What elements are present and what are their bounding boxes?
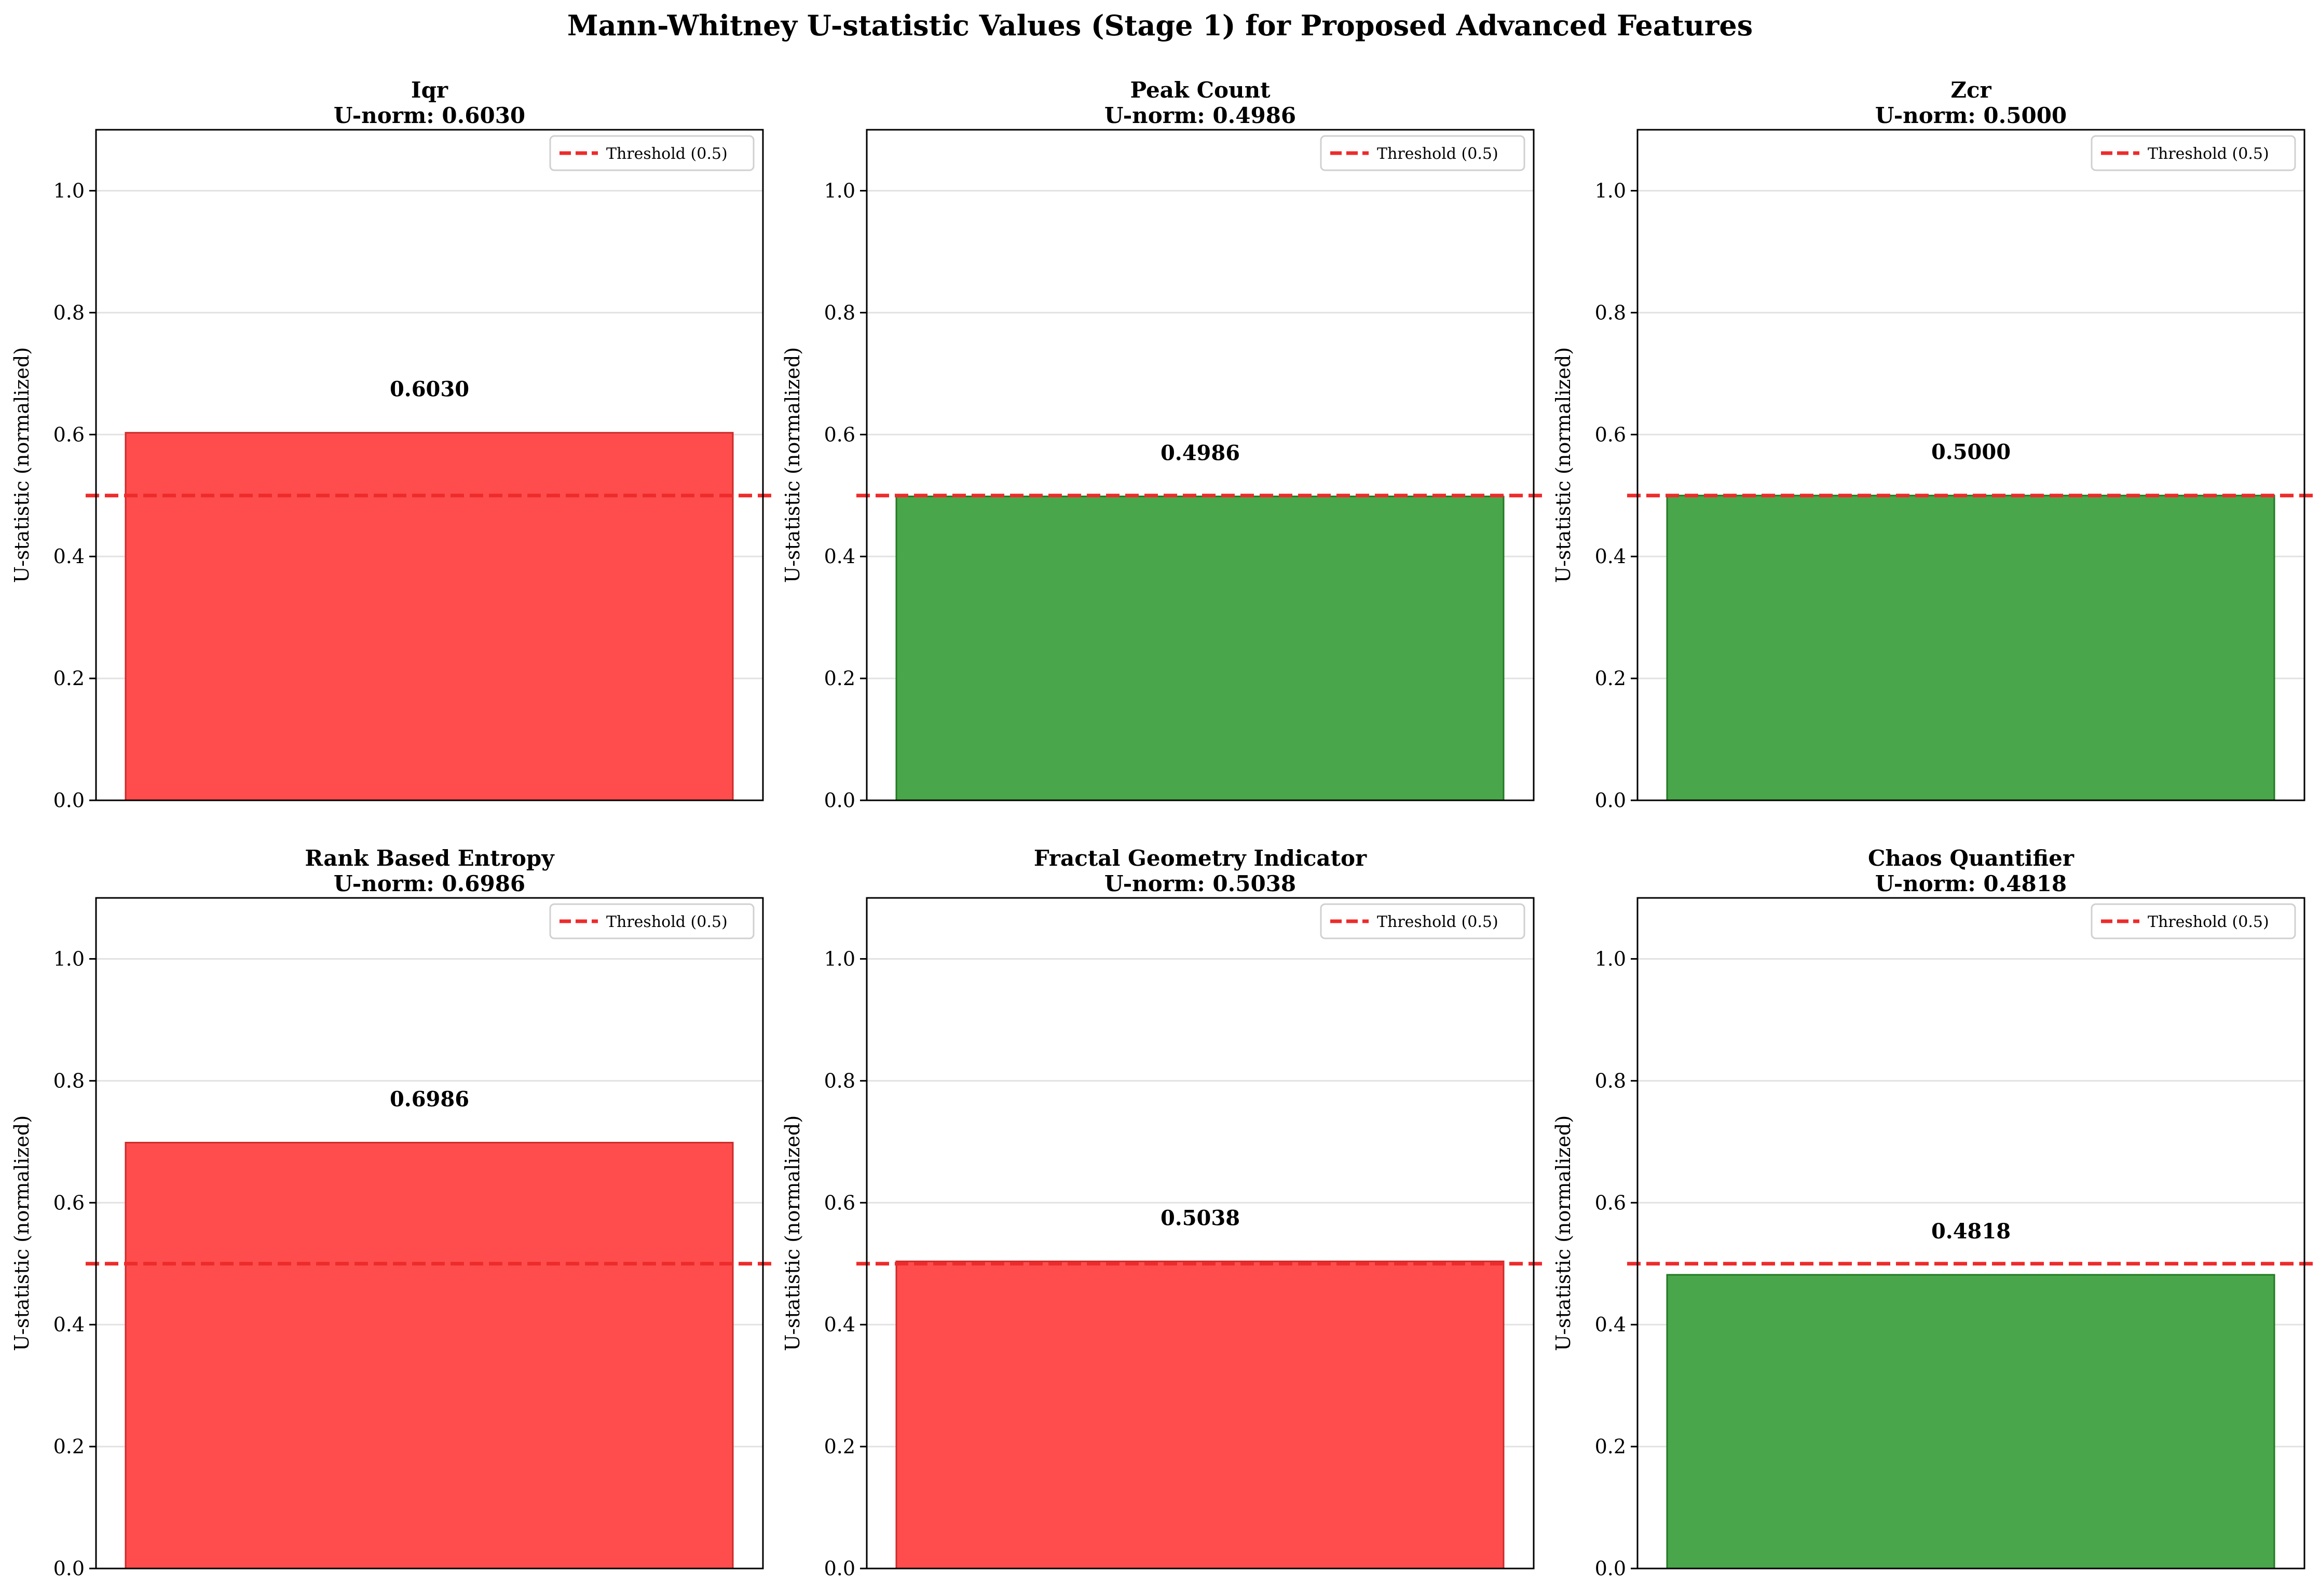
subplot-title: Rank Based Entropy	[305, 845, 555, 871]
y-tick-label: 0.2	[1595, 1435, 1626, 1458]
legend: Threshold (0.5)	[2091, 135, 2296, 171]
legend: Threshold (0.5)	[1320, 135, 1525, 171]
legend-box	[549, 903, 755, 939]
bar-value-label: 0.6030	[390, 377, 469, 402]
subplot-title: Chaos Quantifier	[1868, 845, 2075, 871]
y-tick-label: 0.2	[53, 1435, 85, 1458]
bar	[1666, 1274, 2275, 1570]
y-tick-label: 0.4	[53, 1313, 85, 1336]
y-tick-label: 0.6	[824, 1191, 855, 1214]
legend: Threshold (0.5)	[549, 135, 755, 171]
y-tick-label: 0.0	[1595, 1557, 1626, 1580]
y-tick-label: 0.0	[1595, 789, 1626, 812]
bar-value-label: 0.4818	[1931, 1219, 2011, 1244]
y-tick-label: 0.6	[1595, 1191, 1626, 1214]
legend-box	[1320, 135, 1525, 171]
bar	[1666, 495, 2275, 801]
legend-label: Threshold (0.5)	[606, 913, 728, 931]
subplot-subtitle: U-norm: 0.4818	[1875, 871, 2067, 896]
y-tick-label: 0.2	[1595, 667, 1626, 690]
axes-frame	[866, 897, 1535, 1570]
y-tick-label: 0.6	[53, 423, 85, 446]
y-tick-label: 1.0	[824, 947, 855, 970]
subplot-subtitle: U-norm: 0.5000	[1875, 103, 2067, 128]
subplot-subtitle: U-norm: 0.6986	[334, 871, 525, 896]
y-tick-label: 0.4	[824, 545, 855, 568]
y-tick-label: 0.6	[824, 423, 855, 446]
y-tick-label: 0.4	[824, 1313, 855, 1336]
subplot-subtitle: U-norm: 0.5038	[1104, 871, 1296, 896]
y-tick-label: 0.2	[53, 667, 85, 690]
legend-label: Threshold (0.5)	[2148, 145, 2269, 163]
y-axis-label: U-statistic (normalized)	[1552, 1115, 1575, 1351]
y-tick-label: 0.4	[53, 545, 85, 568]
y-tick-label: 1.0	[1595, 947, 1626, 970]
legend-box	[2091, 135, 2296, 171]
legend-label: Threshold (0.5)	[606, 145, 728, 163]
subplot-subtitle: U-norm: 0.6030	[334, 103, 525, 128]
subplot-title: Iqr	[411, 77, 448, 103]
y-tick-label: 0.0	[53, 1557, 85, 1580]
legend-label: Threshold (0.5)	[1377, 145, 1498, 163]
y-tick-label: 1.0	[1595, 179, 1626, 202]
y-tick-label: 1.0	[53, 179, 85, 202]
y-tick-label: 1.0	[824, 179, 855, 202]
axes-frame	[866, 129, 1535, 801]
y-tick-label: 0.2	[824, 1435, 855, 1458]
y-axis-label: U-statistic (normalized)	[10, 347, 33, 583]
legend-box	[549, 135, 755, 171]
y-tick-label: 1.0	[53, 947, 85, 970]
axes-frame	[1636, 129, 2305, 801]
bar-value-label: 0.5000	[1931, 440, 2011, 465]
y-tick-label: 0.8	[824, 1069, 855, 1092]
y-tick-label: 0.8	[53, 301, 85, 324]
legend-label: Threshold (0.5)	[2148, 913, 2269, 931]
y-tick-label: 0.0	[824, 1557, 855, 1580]
y-tick-label: 0.0	[824, 789, 855, 812]
subplot-title: Peak Count	[1130, 77, 1271, 103]
figure-suptitle: Mann-Whitney U-statistic Values (Stage 1…	[567, 9, 1753, 42]
y-axis-label: U-statistic (normalized)	[781, 347, 804, 583]
y-tick-label: 0.4	[1595, 1313, 1626, 1336]
y-tick-label: 0.6	[53, 1191, 85, 1214]
y-tick-label: 0.0	[53, 789, 85, 812]
legend-box	[1320, 903, 1525, 939]
bar-value-label: 0.6986	[390, 1087, 469, 1111]
y-tick-label: 0.8	[53, 1069, 85, 1092]
subplot-subtitle: U-norm: 0.4986	[1104, 103, 1296, 128]
subplot-title: Zcr	[1950, 77, 1991, 103]
y-axis-label: U-statistic (normalized)	[781, 1115, 804, 1351]
bar-value-label: 0.4986	[1161, 441, 1240, 465]
y-tick-label: 0.8	[824, 301, 855, 324]
y-tick-label: 0.6	[1595, 423, 1626, 446]
y-axis-label: U-statistic (normalized)	[1552, 347, 1575, 583]
y-tick-label: 0.8	[1595, 301, 1626, 324]
axes-frame	[1636, 897, 2305, 1570]
y-tick-label: 0.2	[824, 667, 855, 690]
bar	[895, 1260, 1505, 1570]
bar	[125, 432, 734, 801]
subplot-title: Fractal Geometry Indicator	[1034, 845, 1367, 871]
legend-box	[2091, 903, 2296, 939]
legend-label: Threshold (0.5)	[1377, 913, 1498, 931]
y-tick-label: 0.4	[1595, 545, 1626, 568]
legend: Threshold (0.5)	[2091, 903, 2296, 939]
legend: Threshold (0.5)	[1320, 903, 1525, 939]
bar-value-label: 0.5038	[1161, 1206, 1240, 1230]
bar	[125, 1141, 734, 1570]
axes-frame	[95, 897, 764, 1570]
legend: Threshold (0.5)	[549, 903, 755, 939]
y-tick-label: 0.8	[1595, 1069, 1626, 1092]
bar	[895, 495, 1505, 801]
y-axis-label: U-statistic (normalized)	[10, 1115, 33, 1351]
axes-frame	[95, 129, 764, 801]
